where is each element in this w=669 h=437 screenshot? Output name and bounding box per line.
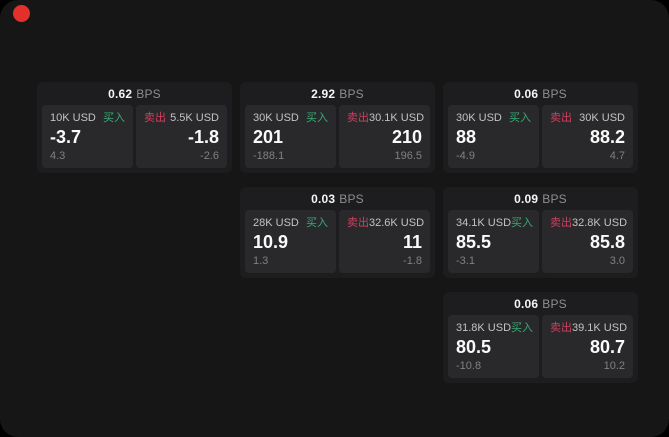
record-indicator-icon bbox=[13, 5, 30, 22]
sell-sub-value: 3.0 bbox=[609, 254, 625, 267]
bps-value: 2.92 bbox=[311, 86, 336, 101]
buy-pane[interactable]: 30K USD 买入 201 -188.1 bbox=[245, 105, 336, 168]
bps-unit-label: BPS bbox=[339, 191, 364, 206]
bps-header: 0.06 BPS bbox=[443, 292, 638, 315]
sell-amount: 39.1K USD bbox=[572, 322, 628, 334]
bps-unit-label: BPS bbox=[136, 86, 161, 101]
quote-card-grid: 0.62 BPS 10K USD 买入 -3.7 4.3 卖出 5.5K USD bbox=[37, 82, 638, 383]
sell-pane[interactable]: 卖出 39.1K USD 80.7 10.2 bbox=[542, 315, 633, 378]
bps-value: 0.06 bbox=[514, 296, 539, 311]
quote-card: 0.09 BPS 34.1K USD 买入 85.5 -3.1 卖出 32.8K… bbox=[443, 187, 638, 278]
buy-price: 201 bbox=[253, 127, 284, 147]
bps-header: 2.92 BPS bbox=[240, 82, 435, 105]
sell-price: 210 bbox=[391, 127, 422, 147]
sell-pane[interactable]: 卖出 32.6K USD 11 -1.8 bbox=[339, 210, 430, 273]
sell-amount: 32.8K USD bbox=[572, 217, 628, 229]
sell-label: 卖出 bbox=[347, 112, 369, 124]
quote-card: 0.03 BPS 28K USD 买入 10.9 1.3 卖出 32.6K US… bbox=[240, 187, 435, 278]
sell-price: 11 bbox=[402, 232, 422, 252]
buy-price: 10.9 bbox=[253, 232, 289, 252]
bps-header: 0.62 BPS bbox=[37, 82, 232, 105]
buy-label: 买入 bbox=[306, 217, 328, 229]
bps-unit-label: BPS bbox=[542, 86, 567, 101]
buy-label: 买入 bbox=[511, 322, 534, 334]
sell-price: 80.7 bbox=[589, 337, 625, 357]
bps-value: 0.09 bbox=[514, 191, 539, 206]
quote-card: 0.06 BPS 31.8K USD 买入 80.5 -10.8 卖出 39.1… bbox=[443, 292, 638, 383]
buy-pane[interactable]: 10K USD 买入 -3.7 4.3 bbox=[42, 105, 133, 168]
buy-amount: 28K USD bbox=[253, 217, 299, 229]
quote-card: 2.92 BPS 30K USD 买入 201 -188.1 卖出 30.1K … bbox=[240, 82, 435, 173]
bps-header: 0.06 BPS bbox=[443, 82, 638, 105]
bps-header: 0.09 BPS bbox=[443, 187, 638, 210]
sell-price: -1.8 bbox=[187, 127, 219, 147]
sell-amount: 32.6K USD bbox=[369, 217, 425, 229]
bps-unit-label: BPS bbox=[542, 296, 567, 311]
buy-price: 85.5 bbox=[456, 232, 492, 252]
buy-sub-value: 1.3 bbox=[253, 254, 269, 267]
bps-header: 0.03 BPS bbox=[240, 187, 435, 210]
sell-label: 卖出 bbox=[550, 217, 572, 229]
quote-card: 0.62 BPS 10K USD 买入 -3.7 4.3 卖出 5.5K USD bbox=[37, 82, 232, 173]
buy-sub-value: 4.3 bbox=[50, 149, 66, 162]
bps-unit-label: BPS bbox=[339, 86, 364, 101]
buy-price: 80.5 bbox=[456, 337, 492, 357]
buy-pane[interactable]: 28K USD 买入 10.9 1.3 bbox=[245, 210, 336, 273]
sell-sub-value: -2.6 bbox=[200, 149, 219, 162]
sell-pane[interactable]: 卖出 5.5K USD -1.8 -2.6 bbox=[136, 105, 227, 168]
sell-pane[interactable]: 卖出 32.8K USD 85.8 3.0 bbox=[542, 210, 633, 273]
sell-sub-value: -1.8 bbox=[403, 254, 422, 267]
sell-pane[interactable]: 卖出 30.1K USD 210 196.5 bbox=[339, 105, 430, 168]
buy-label: 买入 bbox=[509, 112, 531, 124]
buy-pane[interactable]: 31.8K USD 买入 80.5 -10.8 bbox=[448, 315, 539, 378]
bps-value: 0.06 bbox=[514, 86, 539, 101]
buy-amount: 31.8K USD bbox=[456, 322, 512, 334]
sell-amount: 5.5K USD bbox=[170, 112, 219, 124]
sell-pane[interactable]: 卖出 30K USD 88.2 4.7 bbox=[542, 105, 633, 168]
buy-label: 买入 bbox=[103, 112, 125, 124]
buy-label: 买入 bbox=[306, 112, 328, 124]
buy-amount: 34.1K USD bbox=[456, 217, 512, 229]
buy-pane[interactable]: 34.1K USD 买入 85.5 -3.1 bbox=[448, 210, 539, 273]
sell-amount: 30.1K USD bbox=[369, 112, 425, 124]
sell-label: 卖出 bbox=[550, 112, 572, 124]
buy-price: 88 bbox=[456, 127, 477, 147]
buy-sub-value: -188.1 bbox=[253, 149, 285, 162]
sell-sub-value: 10.2 bbox=[603, 359, 625, 372]
sell-sub-value: 4.7 bbox=[609, 149, 625, 162]
buy-pane[interactable]: 30K USD 买入 88 -4.9 bbox=[448, 105, 539, 168]
sell-amount: 30K USD bbox=[579, 112, 625, 124]
buy-sub-value: -3.1 bbox=[456, 254, 475, 267]
buy-price: -3.7 bbox=[50, 127, 82, 147]
sell-label: 卖出 bbox=[550, 322, 572, 334]
buy-sub-value: -4.9 bbox=[456, 149, 475, 162]
bps-unit-label: BPS bbox=[542, 191, 567, 206]
sell-sub-value: 196.5 bbox=[394, 149, 422, 162]
quote-card: 0.06 BPS 30K USD 买入 88 -4.9 卖出 30K USD bbox=[443, 82, 638, 173]
sell-label: 卖出 bbox=[144, 112, 166, 124]
buy-amount: 10K USD bbox=[50, 112, 96, 124]
sell-price: 88.2 bbox=[589, 127, 625, 147]
sell-label: 卖出 bbox=[347, 217, 369, 229]
bps-value: 0.03 bbox=[311, 191, 336, 206]
buy-amount: 30K USD bbox=[253, 112, 299, 124]
sell-price: 85.8 bbox=[589, 232, 625, 252]
buy-amount: 30K USD bbox=[456, 112, 502, 124]
buy-sub-value: -10.8 bbox=[456, 359, 482, 372]
bps-value: 0.62 bbox=[108, 86, 133, 101]
buy-label: 买入 bbox=[511, 217, 534, 229]
